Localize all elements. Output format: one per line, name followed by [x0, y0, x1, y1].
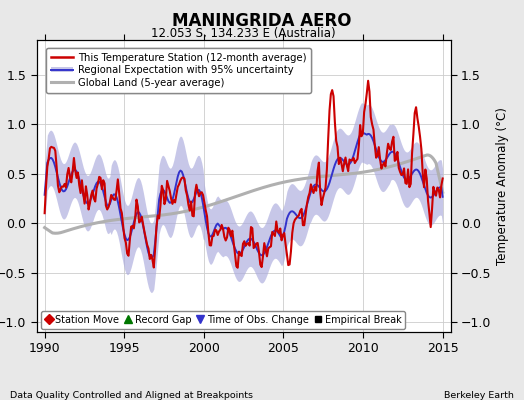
Text: MANINGRIDA AERO: MANINGRIDA AERO	[172, 12, 352, 30]
Text: Berkeley Earth: Berkeley Earth	[444, 391, 514, 400]
Legend: Station Move, Record Gap, Time of Obs. Change, Empirical Break: Station Move, Record Gap, Time of Obs. C…	[41, 311, 405, 328]
Title: 12.053 S, 134.233 E (Australia): 12.053 S, 134.233 E (Australia)	[151, 27, 336, 40]
Y-axis label: Temperature Anomaly (°C): Temperature Anomaly (°C)	[496, 107, 509, 265]
Text: Data Quality Controlled and Aligned at Breakpoints: Data Quality Controlled and Aligned at B…	[10, 391, 254, 400]
